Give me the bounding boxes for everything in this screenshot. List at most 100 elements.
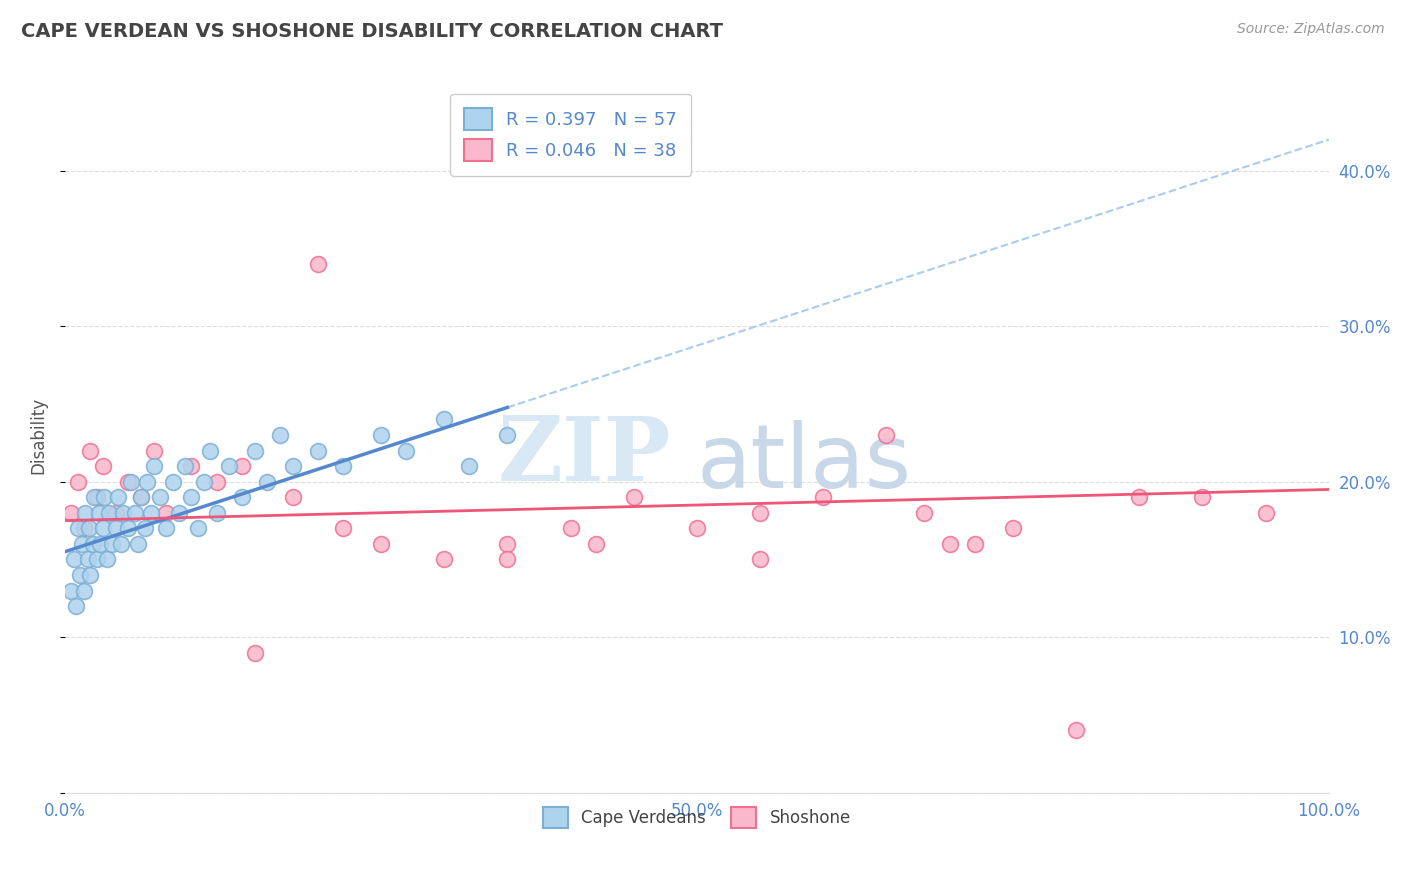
Point (155, 521, 177, 535)
Point (120, 475, 142, 489)
Point (79, 568, 101, 582)
Point (1254, 506, 1277, 520)
Point (938, 537, 960, 551)
Point (433, 412, 456, 426)
Point (98, 506, 121, 520)
Point (134, 521, 156, 535)
Point (332, 459, 354, 474)
Point (91, 459, 114, 474)
Point (76, 552, 98, 566)
Point (231, 459, 253, 474)
Point (912, 506, 935, 520)
Legend: Cape Verdeans, Shoshone: Cape Verdeans, Shoshone (537, 801, 858, 834)
Point (70, 537, 93, 551)
Point (243, 443, 266, 458)
Point (112, 506, 135, 520)
Point (218, 459, 240, 474)
Point (1064, 723, 1087, 738)
Point (83, 490, 105, 504)
Point (104, 521, 127, 535)
Point (117, 521, 139, 535)
Point (496, 428, 519, 442)
Point (433, 552, 456, 566)
Point (79, 443, 101, 458)
Point (332, 521, 354, 535)
Point (117, 475, 139, 489)
Point (193, 475, 215, 489)
Point (180, 459, 202, 474)
Point (1191, 490, 1213, 504)
Point (66, 475, 89, 489)
Point (129, 490, 152, 504)
Point (180, 490, 202, 504)
Point (205, 475, 228, 489)
Point (307, 257, 329, 271)
Point (749, 506, 772, 520)
Point (73, 521, 96, 535)
Point (104, 506, 127, 520)
Point (585, 537, 607, 551)
Point (124, 506, 146, 520)
Point (93, 490, 115, 504)
Text: CAPE VERDEAN VS SHOSHONE DISABILITY CORRELATION CHART: CAPE VERDEAN VS SHOSHONE DISABILITY CORR… (21, 22, 723, 41)
Point (63, 552, 86, 566)
Point (101, 537, 124, 551)
Point (1001, 521, 1024, 535)
Point (496, 537, 519, 551)
Point (1128, 490, 1150, 504)
Text: atlas: atlas (697, 420, 912, 508)
Point (174, 459, 197, 474)
Point (686, 521, 709, 535)
Point (187, 521, 209, 535)
Point (307, 443, 329, 458)
Point (107, 490, 129, 504)
Point (60, 506, 83, 520)
Point (129, 490, 152, 504)
Point (149, 490, 172, 504)
Point (370, 428, 392, 442)
Point (73, 583, 96, 598)
Point (69, 568, 91, 582)
Point (91, 521, 114, 535)
Point (205, 506, 228, 520)
Point (749, 552, 772, 566)
Point (200, 443, 222, 458)
Point (89, 506, 111, 520)
Point (167, 506, 190, 520)
Point (110, 537, 132, 551)
Point (77, 521, 100, 535)
Point (395, 443, 418, 458)
Point (66, 521, 89, 535)
Point (623, 490, 645, 504)
Point (560, 521, 582, 535)
Point (243, 646, 266, 660)
Point (136, 475, 159, 489)
Point (75, 506, 97, 520)
Point (281, 459, 304, 474)
Point (231, 490, 253, 504)
Point (96, 552, 118, 566)
Point (370, 537, 392, 551)
Point (139, 506, 162, 520)
Point (876, 428, 898, 442)
Point (256, 475, 278, 489)
Point (963, 537, 986, 551)
Point (142, 459, 165, 474)
Point (142, 443, 165, 458)
Point (155, 506, 177, 520)
Point (269, 428, 291, 442)
Point (496, 552, 519, 566)
Point (458, 459, 481, 474)
Point (60, 583, 83, 598)
Point (82, 537, 104, 551)
Point (127, 537, 149, 551)
Point (89, 537, 111, 551)
Text: ZIP: ZIP (498, 413, 672, 500)
Point (86, 552, 108, 566)
Point (86, 490, 108, 504)
Point (65, 599, 87, 613)
Point (281, 490, 304, 504)
Y-axis label: Disability: Disability (30, 396, 46, 474)
Text: Source: ZipAtlas.com: Source: ZipAtlas.com (1237, 22, 1385, 37)
Point (813, 490, 835, 504)
